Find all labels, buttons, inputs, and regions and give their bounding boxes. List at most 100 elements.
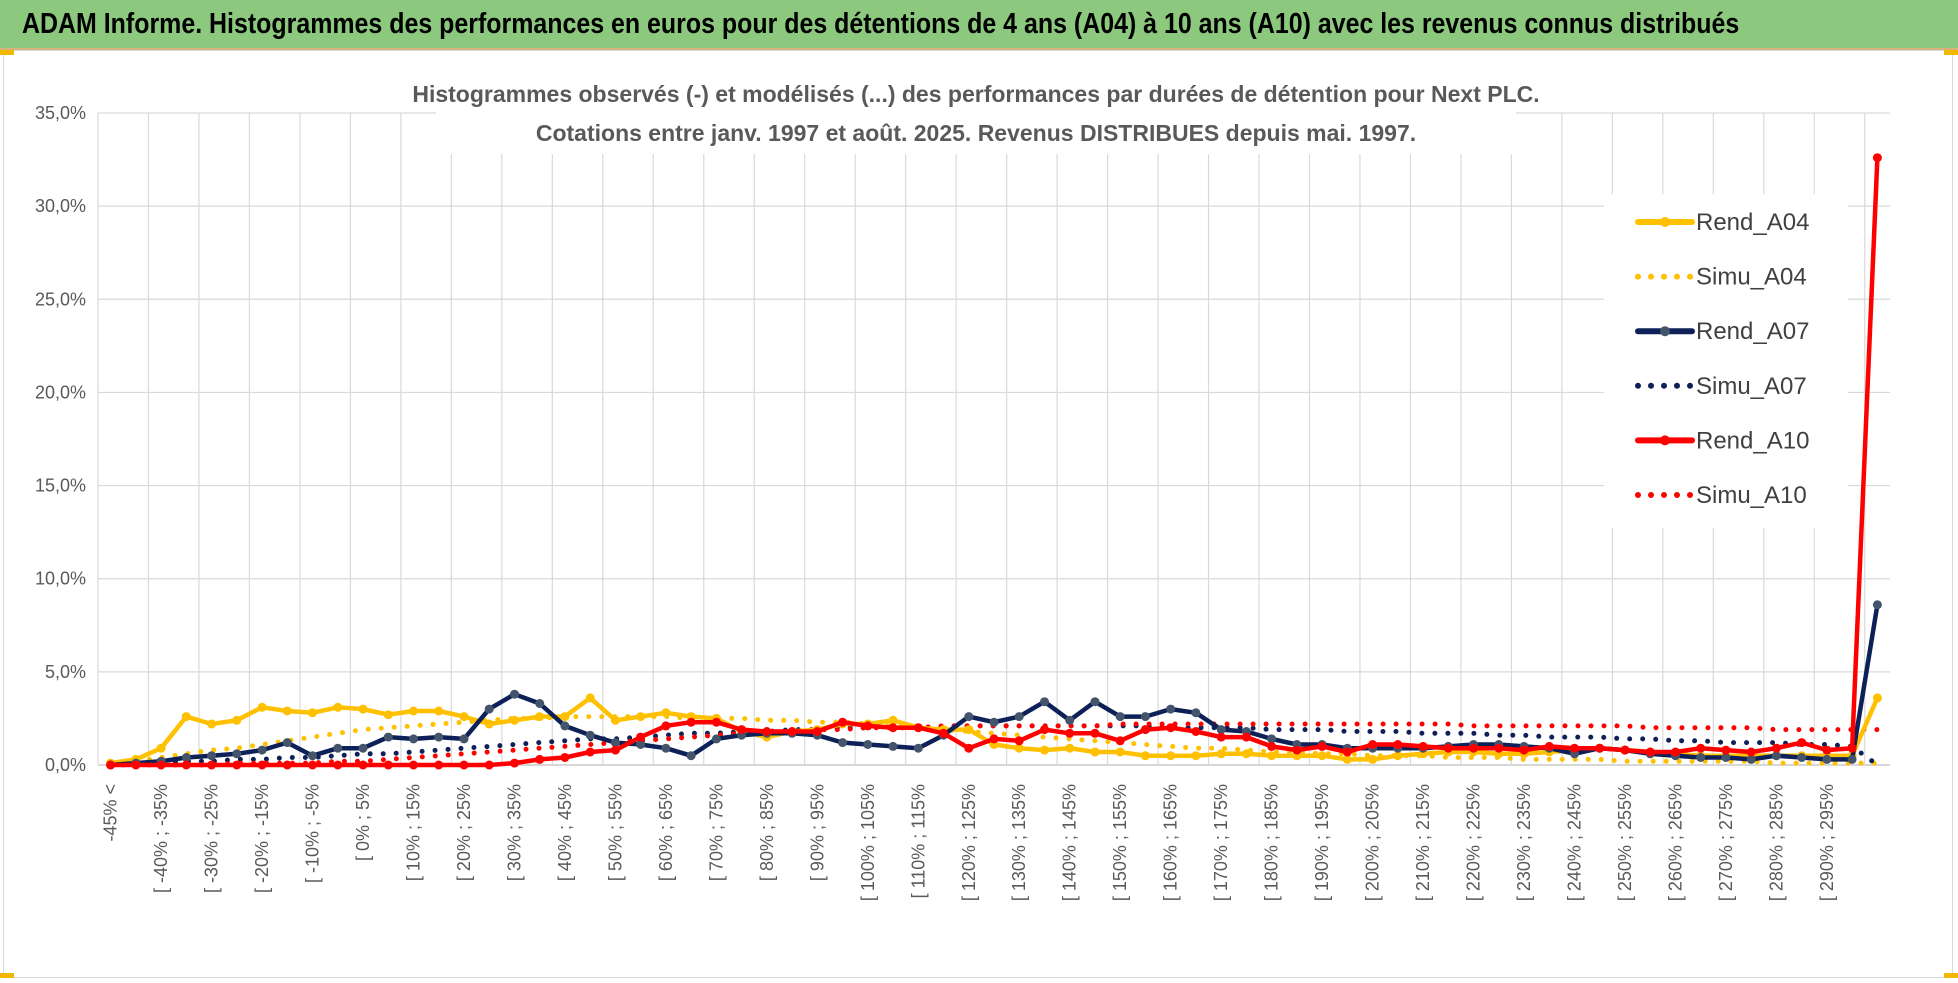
legend-item-simu_a04: Simu_A04 bbox=[1635, 264, 1807, 291]
chart-legend: Rend_A04 Simu_A04 Rend_A07 Simu_A07 Rend_A10… bbox=[1604, 194, 1848, 528]
x-tick-label: [ -10% ; -5% bbox=[303, 784, 323, 883]
x-tick-label: [ 10% ; 15% bbox=[403, 784, 423, 881]
data-point-rend_a04 bbox=[434, 706, 444, 716]
legend-label: Simu_A10 bbox=[1696, 482, 1807, 509]
data-point-rend_a04 bbox=[1166, 751, 1176, 761]
x-tick-label: [ 150% ; 155% bbox=[1110, 784, 1130, 901]
chart-title-line-1: Histogrammes observés (-) et modélisés (… bbox=[412, 81, 1539, 107]
data-point-rend_a10 bbox=[1570, 743, 1579, 753]
data-point-rend_a10 bbox=[1317, 741, 1327, 751]
data-point-rend_a10 bbox=[257, 760, 267, 770]
legend-marker bbox=[1660, 435, 1670, 446]
data-point-rend_a04 bbox=[1014, 743, 1024, 753]
y-tick-label: 15,0% bbox=[35, 476, 86, 496]
data-point-rend_a10 bbox=[762, 727, 772, 736]
data-point-rend_a07 bbox=[989, 717, 999, 727]
data-point-rend_a07 bbox=[282, 738, 292, 748]
data-point-rend_a10 bbox=[308, 760, 317, 770]
data-point-rend_a10 bbox=[1797, 738, 1807, 748]
legend-item-rend_a07: Rend_A07 bbox=[1635, 318, 1809, 345]
data-point-rend_a04 bbox=[585, 693, 595, 703]
data-point-rend_a10 bbox=[1519, 745, 1529, 755]
data-point-rend_a10 bbox=[156, 760, 166, 770]
data-point-rend_a07 bbox=[838, 738, 848, 748]
data-point-rend_a07 bbox=[232, 749, 242, 759]
legend-label: Rend_A07 bbox=[1696, 318, 1809, 345]
y-tick-label: 5,0% bbox=[45, 662, 86, 682]
data-point-rend_a04 bbox=[636, 712, 646, 722]
data-point-rend_a07 bbox=[1014, 712, 1024, 722]
data-point-rend_a10 bbox=[383, 760, 393, 770]
report-title: ADAM Informe. Histogrammes des performan… bbox=[22, 8, 1740, 40]
data-point-rend_a07 bbox=[863, 740, 873, 749]
data-point-rend_a04 bbox=[1140, 751, 1150, 761]
data-point-rend_a07 bbox=[1140, 712, 1150, 722]
data-point-rend_a10 bbox=[1443, 743, 1453, 753]
data-point-rend_a10 bbox=[1418, 741, 1428, 751]
data-point-rend_a10 bbox=[1065, 728, 1075, 738]
legend-label: Simu_A04 bbox=[1696, 264, 1807, 291]
x-tick-label: [ 210% ; 215% bbox=[1413, 784, 1433, 901]
data-point-rend_a07 bbox=[560, 721, 570, 731]
data-point-rend_a04 bbox=[1090, 747, 1100, 757]
data-point-rend_a10 bbox=[964, 743, 974, 753]
data-point-rend_a10 bbox=[1847, 743, 1857, 753]
data-point-rend_a10 bbox=[610, 745, 620, 755]
data-point-rend_a10 bbox=[838, 717, 848, 727]
legend-item-rend_a10: Rend_A10 bbox=[1635, 427, 1809, 454]
data-point-rend_a10 bbox=[1645, 747, 1655, 757]
data-point-rend_a07 bbox=[1696, 753, 1706, 762]
data-point-rend_a07 bbox=[358, 743, 368, 753]
data-point-rend_a10 bbox=[1191, 727, 1201, 736]
data-point-rend_a07 bbox=[1166, 704, 1176, 714]
y-tick-label: 10,0% bbox=[35, 569, 86, 589]
data-point-rend_a07 bbox=[964, 712, 974, 722]
data-point-rend_a04 bbox=[1317, 751, 1327, 761]
data-point-rend_a04 bbox=[459, 712, 469, 722]
data-point-rend_a04 bbox=[181, 712, 191, 722]
x-tick-label: [ 140% ; 145% bbox=[1060, 784, 1080, 901]
data-point-rend_a04 bbox=[1216, 749, 1226, 759]
data-point-rend_a10 bbox=[434, 760, 444, 770]
x-tick-label: -45% < bbox=[101, 784, 121, 842]
data-point-rend_a07 bbox=[1065, 715, 1075, 725]
data-point-rend_a10 bbox=[913, 723, 923, 733]
data-point-rend_a10 bbox=[686, 717, 696, 727]
series-line-simu_a04 bbox=[108, 714, 1880, 766]
data-point-rend_a04 bbox=[510, 715, 519, 725]
data-point-rend_a10 bbox=[282, 760, 292, 770]
data-point-rend_a10 bbox=[636, 732, 646, 742]
data-point-rend_a10 bbox=[1241, 732, 1251, 742]
x-tick-label: [ -40% ; -35% bbox=[151, 784, 171, 893]
data-point-rend_a04 bbox=[1040, 745, 1049, 755]
x-tick-label: [ 60% ; 65% bbox=[656, 784, 676, 881]
legend-background bbox=[1604, 194, 1848, 528]
data-point-rend_a10 bbox=[863, 721, 873, 731]
x-tick-label: [ 20% ; 25% bbox=[454, 784, 474, 881]
data-point-rend_a10 bbox=[1166, 723, 1176, 733]
data-point-rend_a10 bbox=[939, 728, 948, 738]
data-point-rend_a04 bbox=[232, 715, 242, 725]
data-point-rend_a07 bbox=[409, 734, 418, 744]
x-tick-label: [ -20% ; -15% bbox=[252, 784, 272, 893]
data-point-rend_a10 bbox=[787, 727, 797, 736]
x-tick-label: [ 270% ; 275% bbox=[1716, 784, 1736, 901]
header-banner: ADAM Informe. Histogrammes des performan… bbox=[0, 0, 1958, 50]
data-point-rend_a10 bbox=[1292, 745, 1302, 755]
x-tick-label: [ 160% ; 165% bbox=[1161, 784, 1181, 901]
x-tick-label: [ 110% ; 115% bbox=[908, 784, 928, 898]
frame-corner-marker bbox=[0, 50, 14, 55]
y-tick-label: 35,0% bbox=[35, 103, 86, 123]
x-tick-label: [ 230% ; 235% bbox=[1514, 784, 1534, 901]
data-point-rend_a07 bbox=[333, 743, 343, 753]
x-tick-label: [ 80% ; 85% bbox=[757, 784, 777, 881]
data-point-rend_a07 bbox=[207, 751, 217, 761]
legend-marker bbox=[1660, 217, 1670, 227]
data-point-rend_a07 bbox=[1822, 754, 1832, 764]
data-point-rend_a04 bbox=[282, 706, 292, 716]
legend-label: Rend_A04 bbox=[1696, 209, 1809, 236]
y-tick-label: 0,0% bbox=[45, 755, 86, 775]
data-point-rend_a10 bbox=[1696, 743, 1706, 753]
data-point-rend_a07 bbox=[1267, 734, 1277, 744]
